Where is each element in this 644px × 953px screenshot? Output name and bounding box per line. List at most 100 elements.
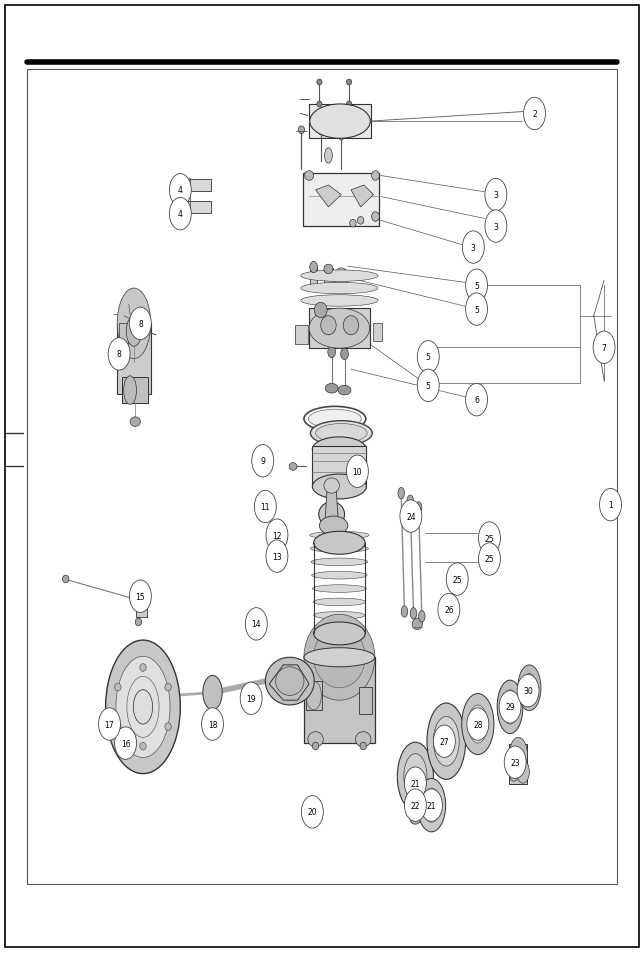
Circle shape (400, 500, 422, 533)
Circle shape (524, 98, 545, 131)
Circle shape (593, 332, 615, 364)
Ellipse shape (325, 384, 338, 394)
Text: 13: 13 (272, 552, 281, 561)
Ellipse shape (311, 558, 368, 566)
Circle shape (301, 796, 323, 828)
Ellipse shape (417, 779, 446, 832)
Text: 2: 2 (532, 110, 537, 119)
Text: 4: 4 (178, 210, 183, 219)
Ellipse shape (335, 269, 348, 280)
Bar (122, 377, 148, 404)
Text: 5: 5 (426, 353, 431, 362)
Text: 25: 25 (485, 555, 494, 564)
Ellipse shape (289, 463, 297, 471)
Bar (136, 593, 147, 618)
Ellipse shape (318, 128, 323, 135)
Circle shape (417, 341, 439, 374)
Polygon shape (316, 186, 341, 208)
Ellipse shape (314, 622, 365, 645)
Ellipse shape (497, 680, 523, 734)
Ellipse shape (433, 717, 459, 766)
Bar (309, 309, 370, 349)
Circle shape (446, 563, 468, 596)
Circle shape (252, 445, 274, 477)
Text: 3: 3 (493, 191, 498, 200)
Circle shape (115, 727, 137, 760)
Text: 21: 21 (411, 779, 420, 788)
Ellipse shape (130, 417, 140, 427)
Ellipse shape (301, 271, 378, 282)
Ellipse shape (314, 303, 327, 318)
Polygon shape (325, 489, 338, 518)
Ellipse shape (516, 760, 529, 783)
Ellipse shape (397, 742, 433, 811)
Ellipse shape (312, 585, 366, 593)
Bar (303, 173, 379, 227)
Ellipse shape (316, 424, 367, 443)
Text: 26: 26 (444, 605, 453, 615)
Text: 3: 3 (493, 222, 498, 232)
Ellipse shape (312, 475, 366, 499)
Bar (304, 658, 375, 743)
Bar (310, 268, 317, 289)
Circle shape (245, 608, 267, 640)
Text: 27: 27 (440, 737, 449, 746)
Ellipse shape (115, 683, 121, 691)
Ellipse shape (117, 289, 151, 359)
Bar (117, 324, 151, 395)
Ellipse shape (106, 640, 180, 774)
Circle shape (404, 767, 426, 800)
Ellipse shape (312, 572, 367, 579)
Ellipse shape (304, 648, 375, 667)
Ellipse shape (372, 213, 379, 222)
Circle shape (169, 174, 191, 207)
Ellipse shape (135, 618, 142, 626)
Ellipse shape (419, 611, 425, 622)
Text: 28: 28 (473, 720, 482, 729)
Ellipse shape (276, 667, 304, 696)
Ellipse shape (502, 690, 518, 724)
Text: 14: 14 (252, 619, 261, 629)
Circle shape (129, 308, 151, 340)
Circle shape (478, 522, 500, 555)
Ellipse shape (140, 664, 146, 672)
Bar (309, 105, 371, 139)
Ellipse shape (115, 723, 121, 731)
Ellipse shape (398, 488, 404, 499)
Circle shape (421, 789, 442, 821)
Ellipse shape (401, 606, 408, 618)
Ellipse shape (407, 496, 413, 507)
Ellipse shape (509, 738, 527, 772)
Bar (372, 324, 383, 341)
Text: 6: 6 (474, 395, 479, 405)
Text: 18: 18 (208, 720, 217, 729)
Ellipse shape (360, 742, 366, 750)
Circle shape (202, 708, 223, 740)
Text: 21: 21 (427, 801, 436, 810)
Ellipse shape (314, 532, 365, 555)
Ellipse shape (509, 762, 519, 781)
Ellipse shape (422, 788, 440, 822)
Text: 19: 19 (247, 694, 256, 703)
Circle shape (108, 338, 130, 371)
Circle shape (404, 789, 426, 821)
Circle shape (462, 232, 484, 264)
Text: 11: 11 (261, 502, 270, 512)
Ellipse shape (409, 796, 422, 811)
Bar (359, 687, 372, 714)
Ellipse shape (522, 674, 536, 702)
Bar (312, 447, 366, 487)
Text: 24: 24 (406, 512, 415, 521)
Ellipse shape (319, 502, 345, 527)
Text: 8: 8 (138, 319, 143, 329)
Ellipse shape (100, 723, 109, 733)
Circle shape (499, 691, 521, 723)
Circle shape (517, 675, 539, 707)
Ellipse shape (325, 149, 332, 164)
Ellipse shape (314, 627, 365, 688)
Ellipse shape (165, 683, 171, 691)
Text: 7: 7 (601, 343, 607, 353)
Ellipse shape (102, 710, 115, 723)
Text: 20: 20 (308, 807, 317, 817)
Ellipse shape (301, 283, 378, 294)
